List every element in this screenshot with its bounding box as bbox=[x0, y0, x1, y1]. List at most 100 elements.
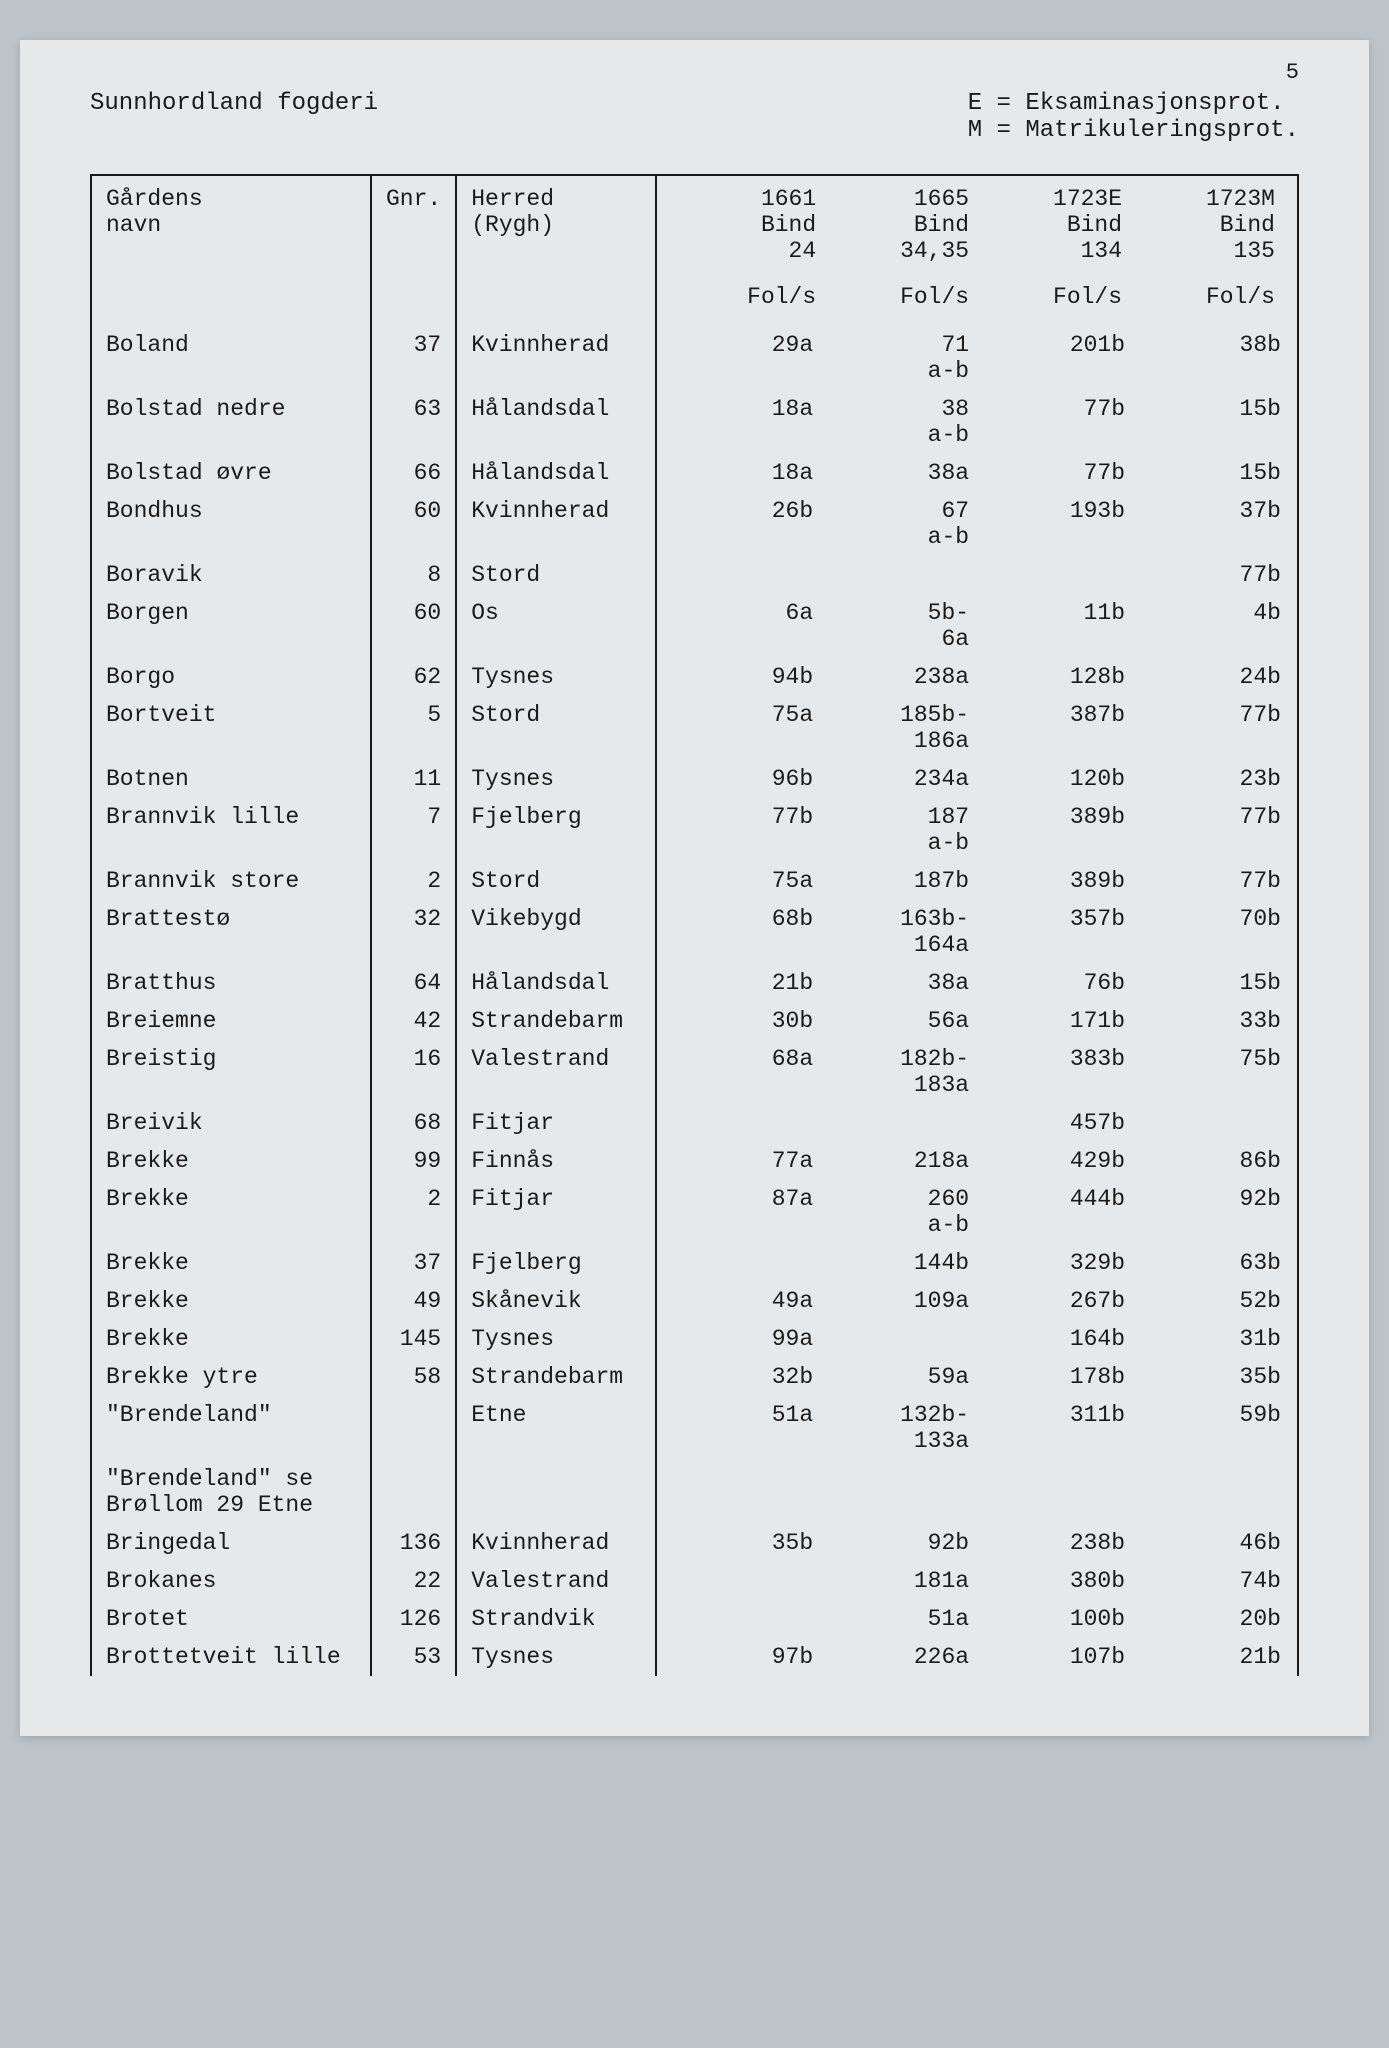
cell-c4: 63b bbox=[1133, 1250, 1289, 1276]
cell-data: 77a218a429b86b bbox=[656, 1142, 1298, 1180]
cell-c3: 444b bbox=[977, 1186, 1133, 1238]
cell-herred: Os bbox=[456, 594, 656, 658]
document-page: 5 Sunnhordland fogderi E = Eksaminasjons… bbox=[20, 40, 1369, 1736]
fols-header: Fol/s Fol/s Fol/s Fol/s bbox=[656, 268, 1298, 326]
cell-c1: 32b bbox=[665, 1364, 821, 1390]
cell-c1: 35b bbox=[665, 1530, 821, 1556]
c4-h1: 1723M bbox=[1206, 186, 1275, 212]
cell-gnr: 64 bbox=[371, 964, 456, 1002]
cell-data: 77b187 a-b389b77b bbox=[656, 798, 1298, 862]
cell-c3: 164b bbox=[977, 1326, 1133, 1352]
col-header-gnr: Gnr. bbox=[371, 175, 456, 268]
cell-herred: Stord bbox=[456, 862, 656, 900]
fols-2: Fol/s bbox=[824, 284, 977, 310]
cell-gnr: 32 bbox=[371, 900, 456, 964]
cell-c1: 77a bbox=[665, 1148, 821, 1174]
cell-c2: 260 a-b bbox=[821, 1186, 977, 1238]
cell-data: 68a182b- 183a383b75b bbox=[656, 1040, 1298, 1104]
cell-data: 77b bbox=[656, 556, 1298, 594]
table-row: Bratthus64Hålandsdal21b38a76b15b bbox=[91, 964, 1298, 1002]
c2-h1: 1665 bbox=[914, 186, 969, 212]
cell-c4: 15b bbox=[1133, 460, 1289, 486]
cell-c1: 21b bbox=[665, 970, 821, 996]
cell-herred: Valestrand bbox=[456, 1562, 656, 1600]
table-row: Brannvik store2Stord75a187b389b77b bbox=[91, 862, 1298, 900]
cell-c3: 238b bbox=[977, 1530, 1133, 1556]
cell-c2: 163b- 164a bbox=[821, 906, 977, 958]
cell-name: Brokanes bbox=[91, 1562, 371, 1600]
cell-c1: 51a bbox=[665, 1402, 821, 1454]
cell-c2: 5b- 6a bbox=[821, 600, 977, 652]
cell-c4: 24b bbox=[1133, 664, 1289, 690]
cell-c1 bbox=[665, 1606, 821, 1632]
cell-gnr: 60 bbox=[371, 594, 456, 658]
cell-c4: 20b bbox=[1133, 1606, 1289, 1632]
table-row: Bolstad øvre66Hålandsdal18a38a77b15b bbox=[91, 454, 1298, 492]
table-row: Bortveit5Stord75a185b- 186a387b77b bbox=[91, 696, 1298, 760]
col-header-1723e: 1723E Bind 134 bbox=[977, 186, 1130, 264]
cell-c2: 92b bbox=[821, 1530, 977, 1556]
cell-herred: Etne bbox=[456, 1396, 656, 1460]
cell-herred: Tysnes bbox=[456, 760, 656, 798]
cell-c3: 201b bbox=[977, 332, 1133, 384]
cell-c4: 59b bbox=[1133, 1402, 1289, 1454]
cell-c2: 144b bbox=[821, 1250, 977, 1276]
cell-name: Brekke bbox=[91, 1180, 371, 1244]
fols-1: Fol/s bbox=[671, 284, 824, 310]
fols-spacer-gnr bbox=[371, 268, 456, 326]
c1-h1: 1661 bbox=[761, 186, 816, 212]
cell-gnr: 58 bbox=[371, 1358, 456, 1396]
table-row: Boravik8Stord77b bbox=[91, 556, 1298, 594]
cell-herred: Kvinnherad bbox=[456, 492, 656, 556]
cell-herred: Stord bbox=[456, 556, 656, 594]
cell-name: Bortveit bbox=[91, 696, 371, 760]
cell-c2: 67 a-b bbox=[821, 498, 977, 550]
table-row: Brekke49Skånevik49a109a267b52b bbox=[91, 1282, 1298, 1320]
header-title: Sunnhordland fogderi bbox=[90, 90, 378, 144]
cell-c2: 238a bbox=[821, 664, 977, 690]
cell-herred: Vikebygd bbox=[456, 900, 656, 964]
cell-c1: 29a bbox=[665, 332, 821, 384]
header-legend: E = Eksaminasjonsprot. M = Matrikulering… bbox=[968, 90, 1299, 144]
cell-c4: 52b bbox=[1133, 1288, 1289, 1314]
cell-c2: 234a bbox=[821, 766, 977, 792]
cell-data bbox=[656, 1460, 1298, 1524]
table-row: Bringedal136Kvinnherad35b92b238b46b bbox=[91, 1524, 1298, 1562]
cell-data: 21b38a76b15b bbox=[656, 964, 1298, 1002]
cell-c2: 38a bbox=[821, 970, 977, 996]
cell-name: Brekke bbox=[91, 1282, 371, 1320]
cell-c3: 178b bbox=[977, 1364, 1133, 1390]
table-row: Botnen11Tysnes96b234a120b23b bbox=[91, 760, 1298, 798]
cell-gnr: 126 bbox=[371, 1600, 456, 1638]
cell-c4: 46b bbox=[1133, 1530, 1289, 1556]
table-row: Breivik68Fitjar457b bbox=[91, 1104, 1298, 1142]
cell-name: "Brendeland" se Brøllom 29 Etne bbox=[91, 1460, 371, 1524]
cell-gnr: 11 bbox=[371, 760, 456, 798]
cell-herred: Fitjar bbox=[456, 1104, 656, 1142]
cell-c1: 99a bbox=[665, 1326, 821, 1352]
cell-name: Brottetveit lille bbox=[91, 1638, 371, 1676]
cell-c1: 68a bbox=[665, 1046, 821, 1098]
cell-c1: 94b bbox=[665, 664, 821, 690]
cell-c1 bbox=[665, 1250, 821, 1276]
cell-c3: 457b bbox=[977, 1110, 1133, 1136]
cell-data: 35b92b238b46b bbox=[656, 1524, 1298, 1562]
cell-name: Brotet bbox=[91, 1600, 371, 1638]
cell-c4: 35b bbox=[1133, 1364, 1289, 1390]
cell-c4: 92b bbox=[1133, 1186, 1289, 1238]
cell-c4: 77b bbox=[1133, 868, 1289, 894]
table-row: Brekke2Fitjar87a260 a-b444b92b bbox=[91, 1180, 1298, 1244]
cell-data: 30b56a171b33b bbox=[656, 1002, 1298, 1040]
cell-name: Brekke bbox=[91, 1244, 371, 1282]
cell-c2: 181a bbox=[821, 1568, 977, 1594]
cell-c4: 86b bbox=[1133, 1148, 1289, 1174]
cell-name: Breistig bbox=[91, 1040, 371, 1104]
cell-c3: 76b bbox=[977, 970, 1133, 996]
cell-name: Bondhus bbox=[91, 492, 371, 556]
cell-name: Bringedal bbox=[91, 1524, 371, 1562]
col-header-name-l1: Gårdens bbox=[106, 186, 203, 212]
cell-name: Botnen bbox=[91, 760, 371, 798]
cell-herred: Hålandsdal bbox=[456, 390, 656, 454]
cell-herred: Kvinnherad bbox=[456, 326, 656, 390]
cell-c3: 429b bbox=[977, 1148, 1133, 1174]
